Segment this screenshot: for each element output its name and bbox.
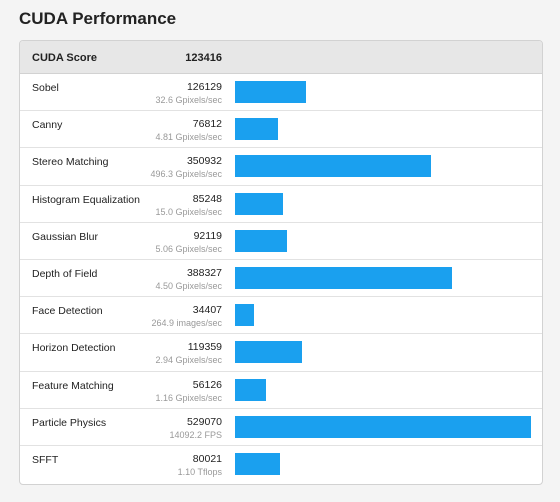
result-name: Canny [32, 119, 63, 132]
result-bar [235, 341, 302, 364]
result-detail: 4.50 Gpixels/sec [155, 280, 222, 291]
result-detail: 496.3 Gpixels/sec [150, 169, 222, 180]
result-score: 119359 [187, 341, 222, 354]
result-name: SFFT [32, 453, 59, 466]
result-name: Feature Matching [32, 379, 114, 392]
result-bar-track [235, 452, 531, 475]
result-detail: 5.06 Gpixels/sec [155, 243, 222, 254]
result-bar-track [235, 118, 531, 141]
result-score: 126129 [186, 81, 222, 93]
result-name: Horizon Detection [32, 342, 116, 355]
result-detail: 1.16 Gpixels/sec [155, 392, 222, 403]
result-bar-track [235, 192, 531, 215]
result-row: SFFT 80021 1.10 Tflops [20, 446, 542, 483]
result-bar [235, 118, 278, 141]
result-name: Depth of Field [32, 267, 98, 280]
result-name: Particle Physics [32, 416, 107, 429]
result-score: 388327 [186, 266, 222, 279]
result-detail: 4.81 Gpixels/sec [155, 132, 222, 143]
result-bar-track [235, 266, 531, 289]
score-header-value: 123416 [185, 52, 222, 64]
result-score: 92119 [193, 229, 222, 242]
result-score: 529070 [186, 415, 222, 428]
result-bar-track [235, 81, 531, 103]
result-row: Stereo Matching 350932 496.3 Gpixels/sec [20, 148, 542, 186]
result-detail: 1.10 Tflops [177, 466, 222, 477]
result-name: Face Detection [32, 305, 103, 318]
result-bar [235, 266, 453, 289]
result-name: Gaussian Blur [32, 230, 98, 243]
result-detail: 14092.2 FPS [169, 429, 222, 440]
result-row: Canny 76812 4.81 Gpixels/sec [20, 111, 542, 149]
result-bar-track [235, 341, 531, 364]
result-row: Histogram Equalization 85248 15.0 Gpixels/… [20, 186, 542, 223]
result-bar-track [235, 378, 531, 401]
result-score: 80021 [192, 452, 222, 465]
page-title: CUDA Performance [19, 9, 177, 28]
result-score: 34407 [192, 304, 222, 317]
result-bar-track [235, 155, 531, 178]
result-name: Stereo Matching [32, 156, 109, 169]
result-detail: 15.0 Gpixels/sec [155, 206, 222, 217]
result-bar [235, 304, 255, 327]
result-bar [235, 452, 280, 475]
result-score: 350932 [186, 155, 222, 168]
result-row: Feature Matching 56126 1.16 Gpixels/sec [20, 372, 542, 409]
result-row: Face Detection 34407 264.9 images/sec [20, 297, 542, 335]
result-detail: 264.9 images/sec [151, 318, 222, 329]
result-score: 76812 [192, 118, 222, 131]
result-bar-track [235, 229, 531, 252]
result-row: Gaussian Blur 92119 5.06 Gpixels/sec [20, 223, 542, 260]
result-name: Sobel [32, 82, 59, 94]
result-row: Particle Physics 529070 14092.2 FPS [20, 409, 542, 446]
result-row: Horizon Detection 119359 2.94 Gpixels/sec [20, 334, 542, 372]
result-detail: 32.6 Gpixels/sec [155, 95, 222, 105]
result-bar-track [235, 415, 531, 438]
result-bar-track [235, 304, 531, 327]
result-score: 85248 [192, 192, 222, 205]
result-bar [235, 192, 283, 215]
result-row: Depth of Field 388327 4.50 Gpixels/sec [20, 260, 542, 298]
results-list: Sobel 126129 32.6 Gpixels/sec Canny 76812 4.8… [20, 74, 542, 483]
score-header-label: CUDA Score [32, 52, 97, 64]
result-row: Sobel 126129 32.6 Gpixels/sec [20, 74, 542, 112]
result-name: Histogram Equalization [32, 193, 140, 206]
results-panel: CUDA Score 123416 Sobel 126129 32.6 Gpixel… [19, 40, 543, 485]
result-bar [235, 229, 287, 252]
result-bar [235, 415, 531, 438]
result-score: 56126 [192, 378, 222, 391]
result-bar [235, 378, 267, 401]
result-detail: 2.94 Gpixels/sec [155, 355, 222, 366]
result-bar [235, 155, 432, 178]
result-bar [235, 81, 306, 103]
score-header: CUDA Score 123416 [20, 41, 542, 74]
